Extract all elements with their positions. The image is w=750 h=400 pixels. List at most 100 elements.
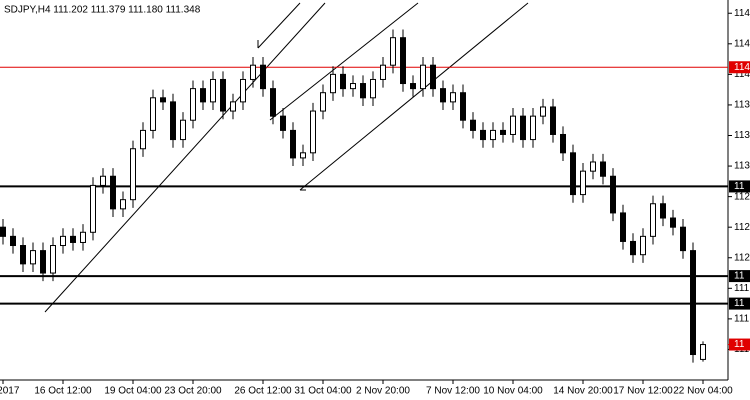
candle-body <box>110 175 116 210</box>
candle-body <box>650 203 656 237</box>
level-label: 11 <box>734 271 745 282</box>
level-label: 11 <box>734 181 745 192</box>
candle-body <box>260 64 266 90</box>
bid-box <box>729 338 750 351</box>
candle-body <box>220 78 226 112</box>
candle-body <box>230 101 236 112</box>
y-tick-label: 114 <box>734 69 750 80</box>
candle-body <box>640 235 646 256</box>
candle-body <box>610 175 616 214</box>
y-tick-label: 111 <box>734 314 750 325</box>
trend-channels <box>44 2 529 313</box>
candle-body <box>660 203 666 219</box>
x-tick-label: 7 Nov 12:00 <box>426 386 480 397</box>
y-tick-label: 113 <box>734 130 750 141</box>
candle-body <box>570 152 576 196</box>
candle-body <box>390 37 396 66</box>
level-box <box>729 270 750 283</box>
y-tick-label: 113 <box>734 161 750 172</box>
candle-body <box>70 235 76 243</box>
candle-body <box>480 129 486 141</box>
candle-body <box>20 245 26 265</box>
candle-body <box>530 115 536 141</box>
x-tick-label: 10 Nov 04:00 <box>483 386 543 397</box>
candle-body <box>590 161 596 172</box>
candle-body <box>430 64 436 90</box>
candle-body <box>520 115 526 141</box>
candle-body <box>180 119 186 141</box>
level-box <box>729 180 750 193</box>
x-tick-label: 26 Oct 12:00 <box>234 386 292 397</box>
candle-body <box>170 101 176 141</box>
channel-line <box>257 2 301 49</box>
candle-body <box>290 129 296 159</box>
candle-body <box>60 235 66 247</box>
candle-body <box>0 226 6 237</box>
candle-body <box>510 115 516 135</box>
candle-body <box>310 110 316 154</box>
candle-body <box>680 226 686 252</box>
candle-body <box>250 64 256 80</box>
x-tick-label: 16 Oct 12:00 <box>34 386 92 397</box>
y-tick-label: 114 <box>734 38 750 49</box>
candle-body <box>670 217 676 228</box>
candle-body <box>380 64 386 80</box>
candle-body <box>450 92 456 103</box>
level-label: 11 <box>734 298 745 309</box>
x-tick-label: 17 Nov 12:00 <box>613 386 673 397</box>
candle-body <box>200 88 206 103</box>
candle-body <box>40 250 46 274</box>
candle-body <box>340 73 346 90</box>
candle-body <box>100 175 106 186</box>
candle-body <box>120 199 126 210</box>
y-tick-label: 112 <box>734 191 750 202</box>
candle-body <box>130 148 136 201</box>
candle-body <box>10 235 16 247</box>
candle-body <box>190 88 196 121</box>
candle-body <box>80 231 86 243</box>
candle-body <box>600 161 606 177</box>
candle-body <box>550 106 556 135</box>
candle-body <box>320 92 326 112</box>
candle-body <box>410 83 416 90</box>
channel-line <box>269 2 419 121</box>
candle-body <box>30 250 36 265</box>
x-tick-label: ct 2017 <box>0 386 20 397</box>
candle-body <box>620 212 626 242</box>
y-tick-label: 114 <box>734 8 750 19</box>
candle-body <box>490 129 496 141</box>
y-tick-label: 112 <box>734 222 750 233</box>
channel-line <box>44 2 326 313</box>
candle-body <box>420 64 426 90</box>
candle-body <box>500 129 506 135</box>
x-tick-label: 14 Nov 20:00 <box>553 386 613 397</box>
chart-title: SDJPY,H4 111.202 111.379 111.180 111.348 <box>4 5 201 16</box>
candle-body <box>280 115 286 131</box>
candle-body <box>330 73 336 94</box>
bid-label: 11 <box>734 339 745 350</box>
level-box <box>729 297 750 310</box>
x-tick-label: 22 Nov 04:00 <box>673 386 733 397</box>
y-tick-label: 113 <box>734 100 750 111</box>
candle-body <box>560 133 566 154</box>
candle-body <box>210 78 216 103</box>
candle-body <box>140 129 146 150</box>
candle-body <box>270 88 276 117</box>
candle-body <box>580 170 586 196</box>
y-tick-label: 112 <box>734 252 750 263</box>
channel-line <box>299 2 529 191</box>
candle-body <box>50 245 56 274</box>
candle-body <box>150 97 156 131</box>
candle-body <box>160 97 166 103</box>
candle-body <box>350 83 356 90</box>
level-label: 114 <box>734 62 750 73</box>
level-box <box>729 61 750 74</box>
candle-body <box>690 250 696 356</box>
x-tick-label: 19 Oct 04:00 <box>104 386 162 397</box>
x-tick-label: 23 Oct 20:00 <box>164 386 222 397</box>
candle-body <box>460 92 466 121</box>
candle-body <box>370 78 376 99</box>
candle-body <box>300 152 306 159</box>
x-tick-label: 2 Nov 20:00 <box>356 386 410 397</box>
